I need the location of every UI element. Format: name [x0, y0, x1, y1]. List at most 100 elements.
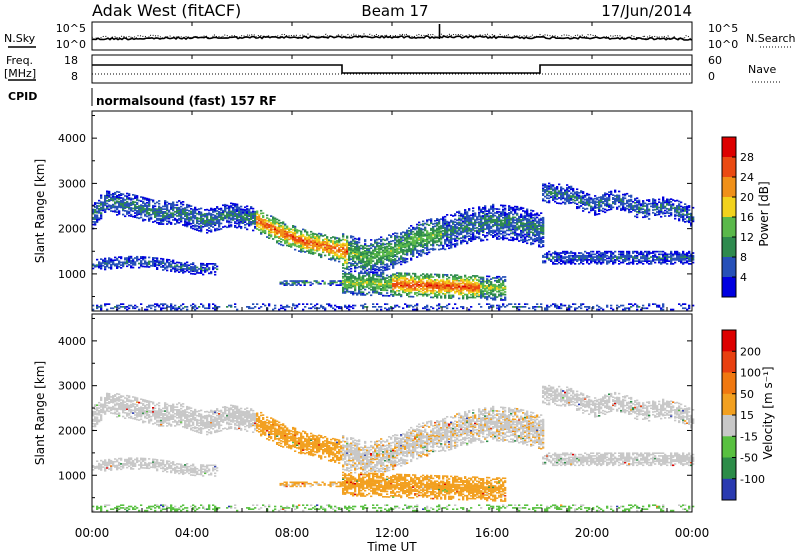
power-cell [426, 252, 429, 254]
power-cell [342, 256, 345, 258]
power-cell [116, 207, 119, 209]
power-cell [440, 279, 443, 281]
power-cell [516, 238, 519, 241]
power-cell [108, 199, 111, 201]
power-cell [268, 226, 271, 229]
power-cell [378, 266, 381, 269]
power-cell [362, 284, 365, 287]
power-cell [114, 201, 117, 204]
power-cell [430, 218, 433, 220]
power-cell [270, 228, 273, 231]
power-cell [400, 287, 403, 289]
power-cell [138, 206, 141, 209]
power-cell [164, 212, 167, 215]
power-cell [414, 239, 417, 242]
power-cell [400, 294, 403, 296]
power-cell [374, 271, 377, 274]
power-cell [548, 188, 551, 190]
power-cell [442, 216, 445, 219]
power-cell [331, 280, 334, 282]
power-cell [438, 290, 441, 292]
power-cell [402, 277, 405, 280]
power-cell [482, 283, 485, 286]
power-cell [468, 223, 471, 225]
power-cell [302, 247, 305, 250]
power-cell [270, 231, 273, 234]
power-cell [230, 218, 233, 221]
power-cell [534, 214, 537, 217]
power-cell [356, 277, 359, 280]
power-cell [422, 240, 425, 243]
power-cell [444, 294, 447, 296]
power-cell [380, 255, 383, 258]
power-cell [480, 226, 483, 228]
power-cell [542, 229, 545, 231]
power-cell [226, 204, 229, 207]
power-cell [450, 219, 453, 222]
power-cell [290, 246, 293, 248]
power-cell [474, 290, 477, 292]
power-cell [370, 262, 373, 264]
power-cell [280, 228, 283, 231]
power-cell [260, 218, 263, 220]
power-cell [156, 221, 159, 224]
power-cell [256, 217, 259, 219]
power-cell [362, 279, 365, 281]
power-cell [334, 240, 337, 243]
power-cell [118, 256, 121, 258]
power-cell [450, 294, 453, 297]
power-cell [364, 286, 367, 288]
power-cell [246, 212, 249, 214]
power-cell [348, 273, 351, 275]
power-cell [614, 200, 617, 203]
power-cell [384, 289, 387, 292]
power-cell [100, 206, 103, 209]
power-cell [180, 270, 183, 272]
power-cell [402, 291, 405, 294]
power-cell [468, 216, 471, 218]
power-cell [458, 212, 461, 214]
power-cell [536, 231, 539, 234]
power-cell [228, 212, 231, 214]
power-cell [638, 201, 641, 203]
power-cell [436, 291, 439, 293]
power-cell [144, 202, 147, 205]
power-cell [520, 221, 523, 224]
power-cell [180, 220, 183, 223]
power-cell [494, 235, 497, 237]
power-cell [528, 218, 531, 221]
power-cell [430, 296, 433, 299]
power-cell [472, 229, 475, 231]
power-cell [340, 243, 343, 246]
power-cell [348, 255, 351, 257]
power-cell [394, 285, 397, 288]
power-cell [272, 221, 275, 224]
power-cell [420, 244, 423, 246]
power-cell [436, 235, 439, 238]
power-cell [490, 227, 493, 229]
power-cell [422, 244, 425, 247]
power-cell [442, 230, 445, 232]
power-cell [472, 215, 475, 218]
power-cell [472, 226, 475, 229]
power-cell [200, 266, 203, 269]
power-cell [512, 206, 515, 209]
power-cell [466, 233, 469, 235]
power-cell [372, 257, 375, 260]
power-cell [518, 218, 521, 221]
power-cell [442, 234, 445, 236]
power-cell [430, 291, 433, 293]
power-cell [414, 234, 417, 236]
power-cell [246, 208, 249, 210]
power-cell [422, 288, 425, 290]
power-cell [406, 282, 409, 284]
power-cell [224, 209, 227, 211]
power-cell [182, 203, 185, 206]
power-cell [408, 238, 411, 240]
power-cell [186, 214, 189, 217]
power-cell [536, 239, 539, 242]
power-cell [620, 198, 623, 200]
power-cell [244, 220, 247, 222]
power-cell [436, 237, 439, 239]
power-cell [632, 201, 635, 203]
